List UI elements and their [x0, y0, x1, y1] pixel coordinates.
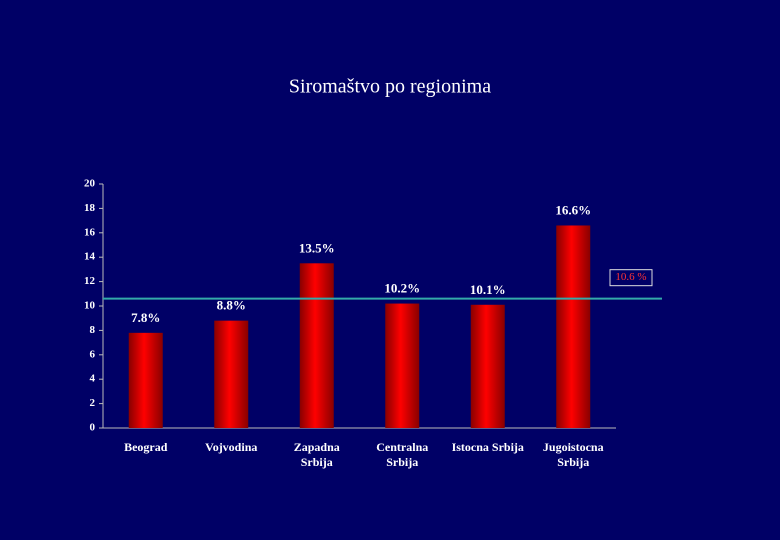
y-tick-label: 8 [90, 324, 96, 336]
reference-label-box [609, 269, 653, 287]
y-tick-label: 10 [84, 300, 96, 312]
x-tick-label: Zapadna Srbija [293, 440, 340, 469]
y-tick-label: 12 [84, 275, 96, 287]
y-tick-label: 6 [90, 348, 96, 360]
y-tick-label: 18 [84, 202, 96, 214]
x-tick-label: Beograd [124, 440, 168, 454]
bar [299, 263, 334, 428]
y-tick-label: 14 [84, 251, 96, 263]
y-tick-label: 16 [84, 226, 96, 238]
reference-label: 10.6 % [615, 271, 646, 283]
x-tick-label: Istocna Srbija [451, 440, 524, 454]
bar [470, 304, 505, 428]
bar [128, 332, 163, 428]
x-tick-label: Vojvodina [205, 440, 258, 454]
chart-title: Siromaštvo po regionima [289, 76, 491, 98]
value-label: 7.8% [131, 310, 160, 325]
y-tick-label: 0 [90, 422, 96, 434]
bar [214, 320, 249, 428]
bar [385, 303, 420, 428]
y-tick-label: 2 [90, 397, 96, 409]
x-tick-label: Centralna Srbija [376, 440, 429, 469]
value-label: 16.6% [555, 202, 591, 217]
y-tick-label: 20 [84, 178, 96, 190]
value-label: 8.8% [217, 298, 246, 313]
value-label: 10.1% [470, 282, 506, 297]
value-label: 13.5% [299, 240, 335, 255]
value-label: 10.2% [384, 281, 420, 296]
bar [556, 225, 591, 428]
x-tick-label: Jugoistocna Srbija [542, 440, 604, 469]
y-tick-label: 4 [90, 373, 96, 385]
